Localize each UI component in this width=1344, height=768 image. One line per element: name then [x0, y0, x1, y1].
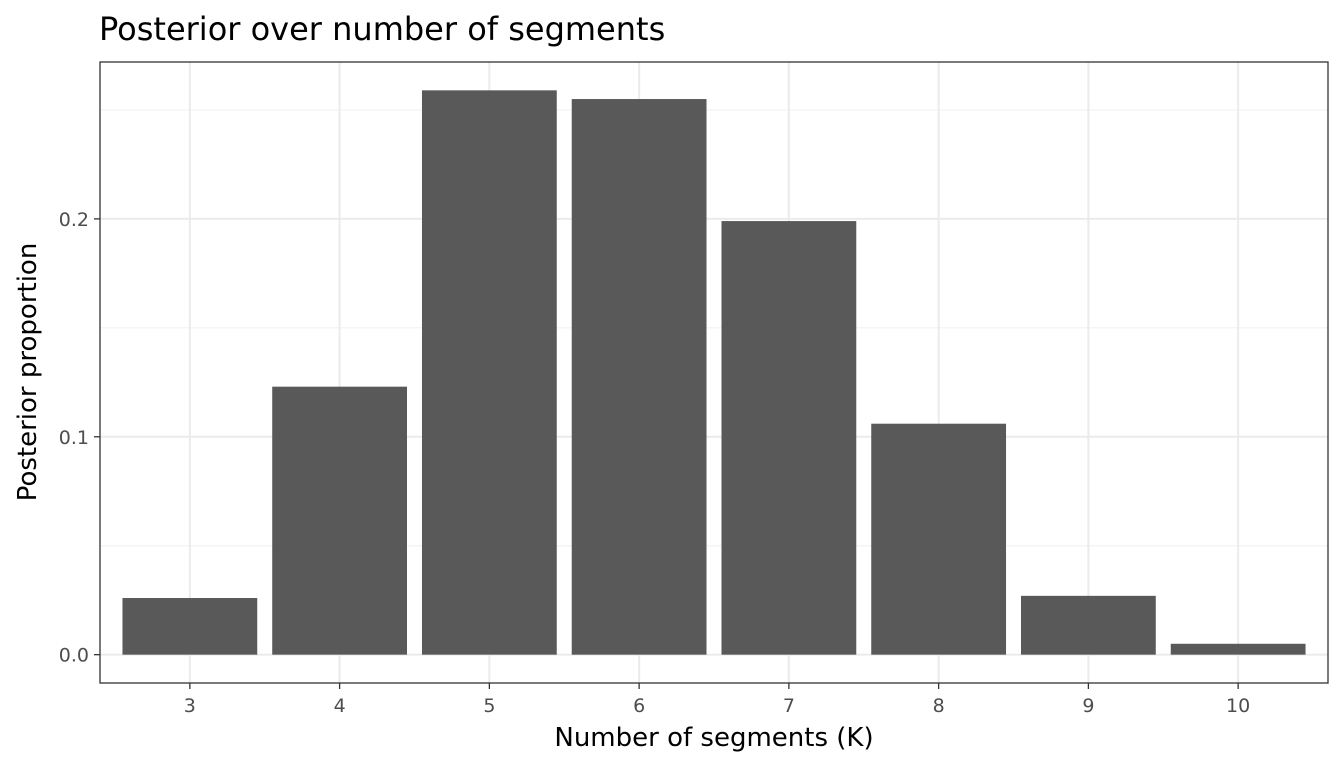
bar-5	[421, 90, 557, 655]
bar-3	[122, 598, 258, 655]
bar-6	[571, 99, 707, 655]
bar-10	[1170, 643, 1306, 655]
x-axis: 3 4 5 6 7 8 9 10	[184, 683, 1250, 717]
x-axis-title: Number of segments (K)	[554, 723, 873, 753]
y-tick-label: 0.1	[59, 427, 89, 449]
y-tick-label: 0.0	[59, 645, 89, 667]
x-tick-label: 3	[184, 695, 196, 717]
x-tick-label: 8	[933, 695, 945, 717]
grid-lines	[100, 62, 1328, 683]
bar-7	[721, 221, 857, 655]
x-tick-label: 6	[633, 695, 645, 717]
bar-9	[1021, 595, 1156, 655]
x-tick-label: 5	[483, 695, 495, 717]
x-tick-label: 7	[783, 695, 795, 717]
x-tick-label: 9	[1082, 695, 1094, 717]
x-tick-label: 4	[334, 695, 346, 717]
y-tick-label: 0.2	[59, 209, 89, 231]
y-axis-title: Posterior proportion	[13, 243, 43, 502]
plot-panel-border	[99, 61, 1329, 684]
chart-title: Posterior over number of segments	[99, 10, 665, 48]
x-tick-label: 10	[1226, 695, 1250, 717]
y-axis: 0.0 0.1 0.2	[59, 209, 100, 667]
bar-8	[871, 423, 1007, 655]
bar-4	[272, 386, 407, 655]
bars	[122, 90, 1306, 655]
